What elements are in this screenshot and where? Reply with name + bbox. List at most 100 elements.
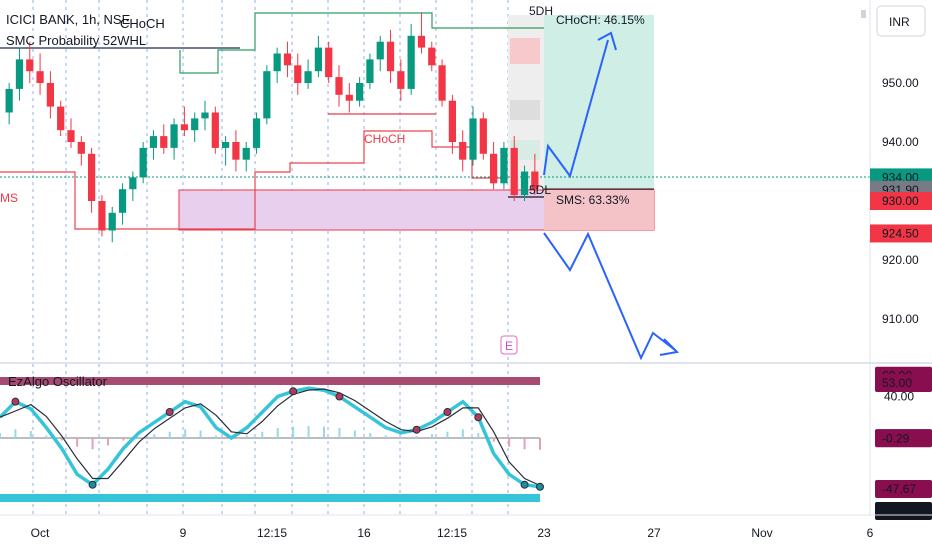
candlestick-series [5, 12, 539, 243]
candle-body [232, 142, 240, 160]
bear-projection-arrow [543, 231, 676, 361]
osc-badge [875, 429, 932, 448]
osc-signal-dot [11, 397, 20, 406]
osc-histogram-bar [215, 435, 217, 438]
e-marker-label: E [505, 339, 513, 353]
time-grid [32, 0, 509, 515]
currency-button-label: INR [889, 15, 910, 29]
osc-histogram-bar [323, 426, 325, 438]
osc-signal-dot [165, 408, 174, 417]
osc-badge-label: 53.00 [882, 376, 912, 390]
osc-signal-dot [88, 480, 97, 489]
candle-body [180, 124, 188, 131]
candle-body [77, 142, 85, 154]
currency-button[interactable] [876, 5, 926, 37]
price-badge [870, 192, 932, 210]
choch-top-label: CHoCH [120, 16, 165, 31]
osc-histogram-bar [168, 431, 171, 438]
candle-body [479, 118, 487, 154]
osc-histogram-bar [107, 438, 109, 446]
candle-body [366, 59, 374, 83]
osc-histogram-bar [353, 430, 356, 438]
osc-histogram-bar [122, 438, 125, 441]
candle-body [88, 153, 96, 201]
candle-body [57, 106, 65, 131]
osc-histogram-bar [539, 438, 541, 450]
symbol-title: ICICI BANK, 1h, NSE [6, 12, 131, 27]
candle-body [438, 65, 446, 101]
time-tick-label: Oct [31, 526, 50, 540]
osc-histogram-bar [431, 434, 433, 438]
candle-body [469, 118, 477, 160]
time-tick-label: 23 [537, 526, 551, 540]
osc-histogram-bar [338, 428, 341, 438]
candle-body [118, 189, 127, 213]
osc-signal-dot [443, 408, 452, 417]
osc-histogram-bar [307, 426, 310, 438]
candle-body [304, 71, 312, 83]
price-tick-label: 920.00 [882, 253, 919, 267]
osc-histogram-bar [45, 435, 48, 438]
osc-histogram-bar [199, 430, 202, 438]
candle-body [5, 88, 13, 113]
price-axis-ticks: 950.00 940.00 920.00 910.00 [882, 76, 919, 326]
osc-badge-label: -47.67 [882, 504, 916, 518]
price-tick-label: 910.00 [882, 312, 919, 326]
osc-histogram-bar [184, 429, 187, 438]
candle-body [149, 136, 158, 148]
candle-body [273, 53, 281, 72]
candle-body [108, 212, 116, 231]
osc-histogram-bar [477, 433, 480, 438]
candle-body [252, 118, 261, 148]
osc-badge-label: -0.29 [882, 431, 910, 445]
choch-probability-label: CHoCH: 46.15% [556, 13, 645, 27]
osc-histogram-bar [137, 436, 140, 438]
bull-projection-arrow [543, 39, 609, 179]
five-dh-label: 5DH [529, 4, 553, 18]
osc-histogram-bar [29, 431, 32, 438]
osc-histogram-bar [446, 431, 449, 438]
osc-histogram-bar [14, 429, 17, 438]
osc-histogram-bar [91, 438, 94, 450]
candle-body [36, 71, 44, 83]
time-tick-label: 27 [647, 526, 661, 540]
candle-body [283, 53, 292, 66]
osc-badge [875, 480, 932, 498]
osc-signal-dot [289, 387, 298, 396]
candle-body [129, 177, 137, 190]
candle-body [211, 112, 219, 148]
price-tick-label: 950.00 [882, 76, 919, 90]
osc-upper-band [0, 377, 540, 385]
candle-body [15, 59, 24, 89]
candle-body [428, 47, 436, 66]
candle-body [325, 47, 333, 78]
osc-signal-dot [412, 425, 421, 434]
candle-body [170, 124, 178, 148]
osc-histogram-bar [261, 431, 264, 438]
price-badge-label: 924.50 [882, 226, 919, 240]
time-axis[interactable]: Oct 9 12:15 16 12:15 23 27 Nov 6 [31, 526, 874, 540]
candle-body [448, 100, 456, 142]
osc-histogram-bar [0, 433, 1, 438]
osc-signal-dot [474, 413, 483, 422]
osc-badge-label: -47.67 [882, 482, 916, 496]
candle-body [314, 47, 322, 72]
choch-mid-label: CHoCH [364, 132, 405, 146]
candle-body [397, 71, 405, 89]
osc-signal-dot [536, 482, 544, 491]
candle-body [510, 147, 518, 196]
osc-tick-label: 40.00 [884, 389, 914, 403]
candle-body [46, 83, 54, 107]
osc-lower-band [0, 494, 540, 502]
candle-body [26, 59, 34, 72]
osc-histogram-bar [76, 438, 79, 447]
osc-slow-line [0, 388, 541, 487]
osc-badge [875, 374, 932, 392]
osc-histogram-bar [400, 436, 403, 438]
osc-histogram-bar [508, 438, 511, 447]
time-tick-label: 16 [357, 526, 371, 540]
time-tick-label: Nov [751, 526, 772, 540]
